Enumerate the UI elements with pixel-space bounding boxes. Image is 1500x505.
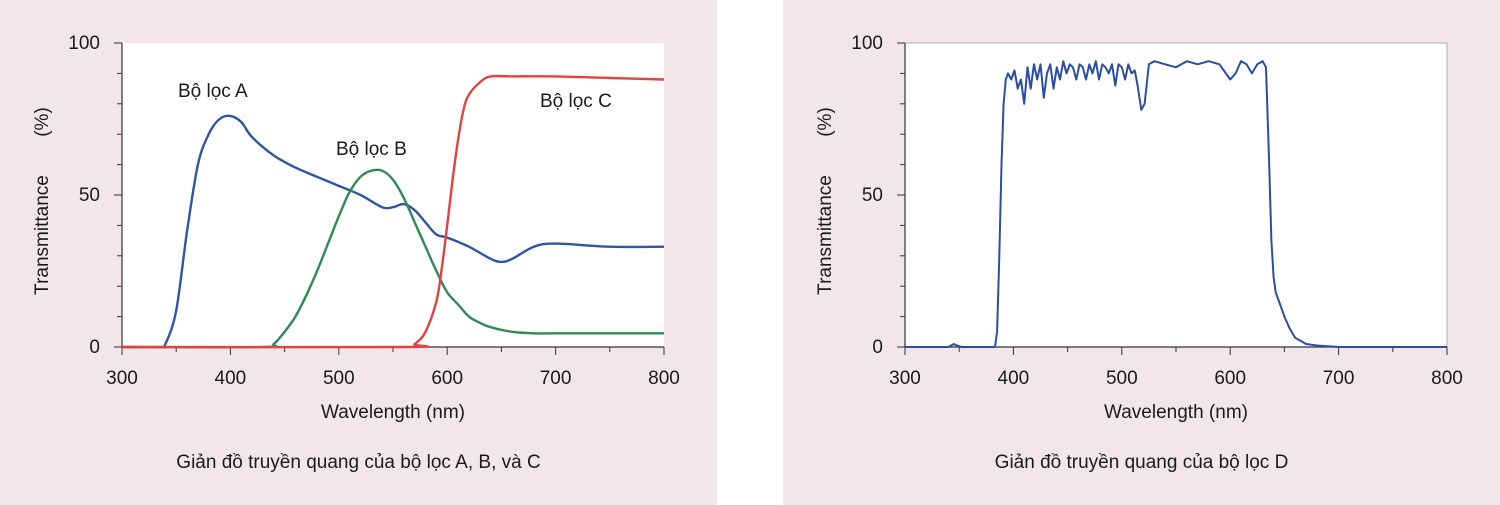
plot-area	[122, 43, 664, 347]
chart-caption: Giản đồ truyền quang của bộ lọc D	[994, 452, 1289, 473]
plot-area	[905, 43, 1447, 347]
x-tick-label: 600	[431, 368, 463, 389]
y-axis-title: Transmittance	[815, 175, 836, 295]
y-tick-label: 100	[68, 33, 100, 54]
y-axis-title: Transmittance	[32, 175, 53, 295]
series-label-1: Bộ lọc A	[178, 81, 248, 102]
series-label-3: Bộ lọc C	[540, 91, 612, 112]
chart-caption: Giản đồ truyền quang của bộ lọc A, B, và…	[176, 452, 541, 473]
x-tick-label: 300	[889, 368, 921, 389]
series-line-1	[905, 60, 1447, 348]
chart-filters-abc: 300 400 500 600 700 800 0 50 100 Wavelength (nm) T…	[32, 33, 680, 423]
y-tick-label: 0	[89, 337, 100, 358]
x-tick-label: 400	[215, 368, 247, 389]
x-tick-label: 800	[1431, 368, 1463, 389]
series-label-2: Bộ lọc B	[336, 139, 407, 160]
series-line-2	[121, 168, 664, 349]
x-tick-label: 400	[998, 368, 1030, 389]
right-chart-panel: 300 400 500 600 700 800 0 50 100 Wavelength (nm) T…	[783, 0, 1500, 505]
y-axis-unit: (%)	[32, 107, 53, 137]
y-tick-label: 50	[79, 185, 100, 206]
series-line-1	[121, 114, 665, 349]
x-tick-label: 600	[1214, 368, 1246, 389]
y-tick-label: 50	[862, 185, 883, 206]
series-line-3	[121, 74, 665, 349]
x-tick-label: 700	[540, 368, 572, 389]
x-tick-label: 700	[1323, 368, 1355, 389]
y-tick-label: 100	[851, 33, 883, 54]
y-tick-label: 0	[872, 337, 883, 358]
x-axis-title: Wavelength (nm)	[321, 402, 465, 423]
left-chart-panel: 300 400 500 600 700 800 0 50 100 Wavelength (nm) T…	[0, 0, 717, 505]
y-axis-unit: (%)	[815, 107, 836, 137]
x-tick-label: 300	[106, 368, 138, 389]
x-axis-title: Wavelength (nm)	[1104, 402, 1248, 423]
x-tick-label: 500	[323, 368, 355, 389]
chart-filter-d: 300 400 500 600 700 800 0 50 100 Wavelength (nm) T…	[815, 33, 1463, 423]
x-tick-label: 800	[648, 368, 680, 389]
x-tick-label: 500	[1106, 368, 1138, 389]
